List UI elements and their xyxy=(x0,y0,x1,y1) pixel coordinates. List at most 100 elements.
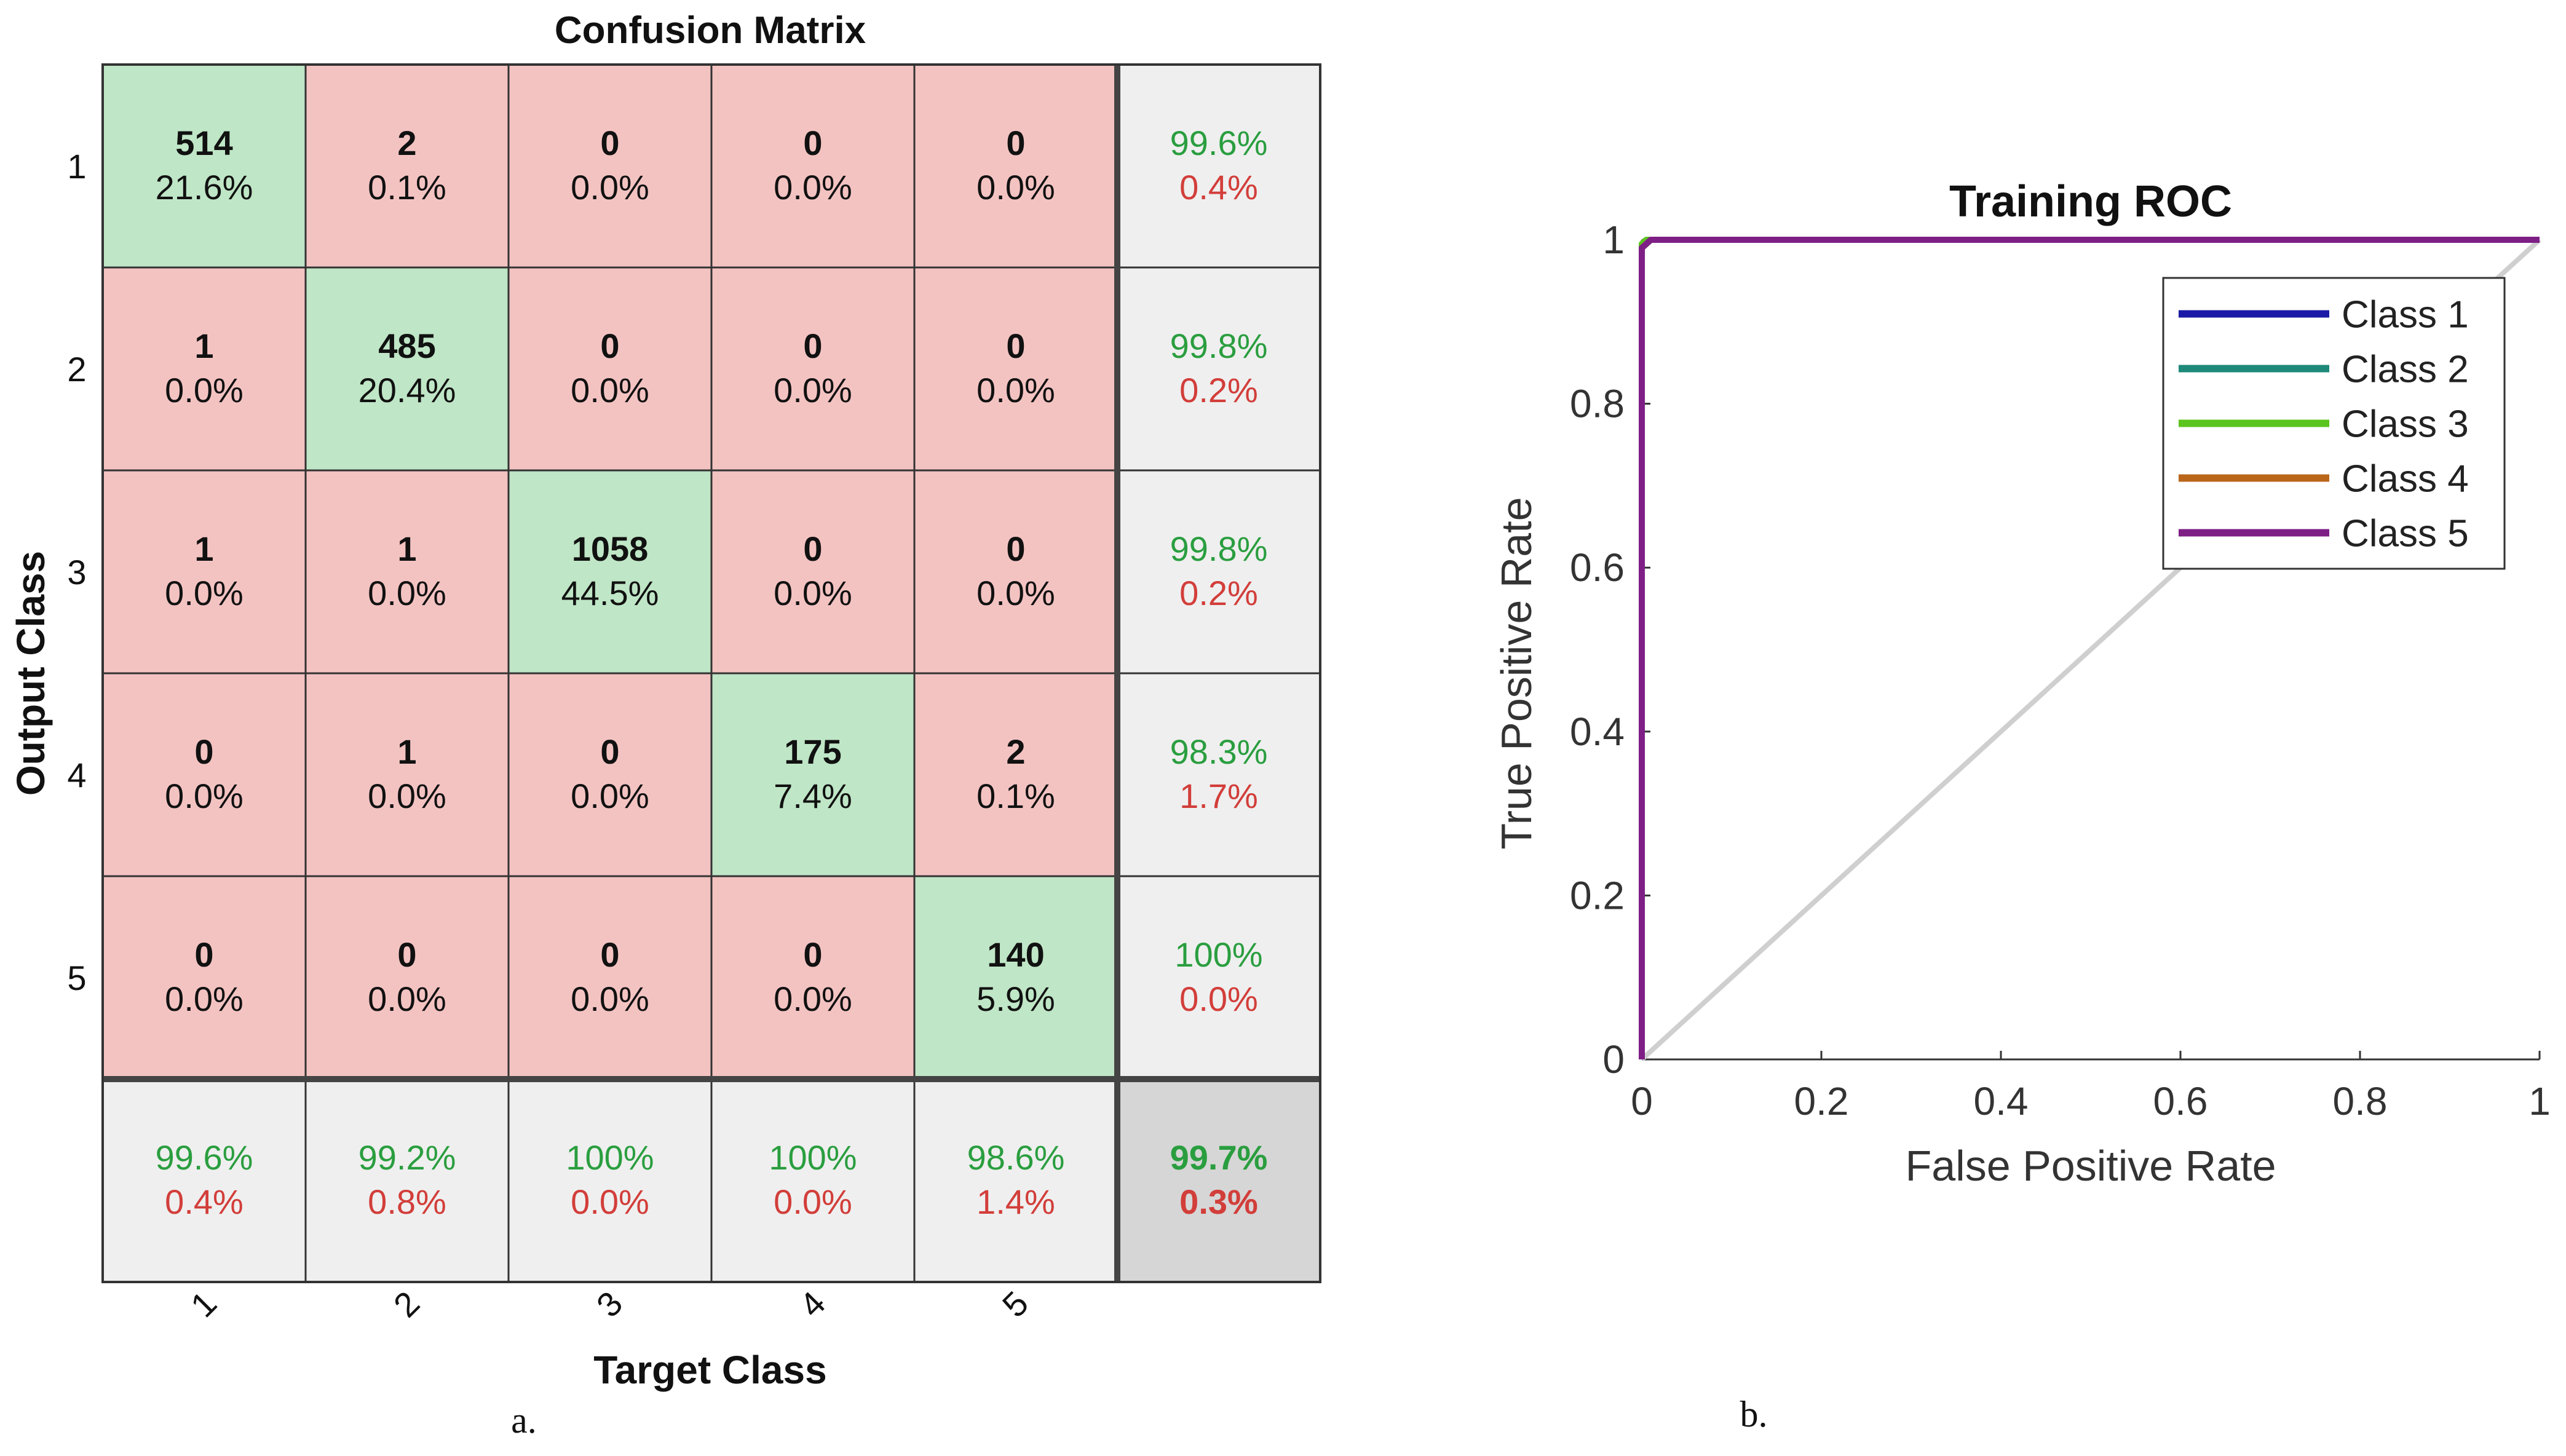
cm-row-summary-error: 0.2% xyxy=(1179,371,1258,410)
cm-cell-count: 0 xyxy=(803,326,822,365)
cm-col-summary-cell xyxy=(710,1078,916,1283)
cm-cell-percent: 0.0% xyxy=(774,979,852,1018)
cm-col-label: 1 xyxy=(183,1284,224,1325)
roc-ylabel: True Positive Rate xyxy=(1492,497,1540,849)
cm-cell xyxy=(304,469,510,675)
cm-cell-count: 0 xyxy=(1006,529,1025,568)
cm-col-summary-error: 0.4% xyxy=(165,1182,244,1221)
cm-cell-count: 2 xyxy=(1006,732,1025,771)
cm-cell xyxy=(507,672,713,877)
cm-cell-percent: 0.0% xyxy=(571,168,649,207)
cm-cell-percent: 44.5% xyxy=(561,574,659,612)
roc-legend-label: Class 5 xyxy=(2342,513,2469,555)
cm-cell-percent: 0.1% xyxy=(368,168,446,207)
cm-cell-count: 0 xyxy=(803,935,822,974)
cm-row-label: 4 xyxy=(67,756,86,794)
cm-cell xyxy=(507,469,713,675)
cm-col-summary-correct: 98.6% xyxy=(967,1138,1065,1177)
cm-cell xyxy=(913,875,1119,1080)
confusion-matrix: Confusion Matrix 51421.6%20.1%00.0%00.0%… xyxy=(9,9,1321,1392)
cm-row-summary-cell xyxy=(1116,672,1321,877)
cm-col-summary-cell xyxy=(101,1078,307,1283)
roc-chart: Training ROC 0 0.2 0.4 0.6 0.8 1 0 0.2 0.4 0.6 0.8… xyxy=(1492,177,2551,1190)
cm-row-label: 3 xyxy=(67,553,86,592)
cm-cell-count: 1 xyxy=(397,732,416,771)
cm-cell xyxy=(507,875,713,1080)
cm-cell-count: 175 xyxy=(784,732,841,771)
roc-y-tick-label: 0 xyxy=(1602,1037,1625,1082)
roc-x-tick-label: 1 xyxy=(2528,1079,2551,1123)
cm-cell xyxy=(913,266,1119,472)
cm-cell-count: 0 xyxy=(1006,326,1025,365)
cm-cell xyxy=(507,63,713,269)
cm-cell-percent: 0.0% xyxy=(774,574,852,612)
cm-row-summary-correct: 99.8% xyxy=(1170,529,1268,568)
cm-cell xyxy=(913,63,1119,269)
cm-cell-count: 514 xyxy=(175,124,232,162)
cm-row-label: 2 xyxy=(67,350,86,389)
cm-row-summary-error: 0.4% xyxy=(1179,168,1258,207)
cm-col-summary-cell xyxy=(304,1078,510,1283)
cm-cell-count: 140 xyxy=(987,935,1044,974)
roc-legend-label: Class 2 xyxy=(2342,349,2469,391)
cm-cell-count: 0 xyxy=(1006,124,1025,162)
cm-cell xyxy=(101,63,307,269)
cm-cell-percent: 0.0% xyxy=(165,979,244,1018)
roc-title: Training ROC xyxy=(1949,177,2232,226)
roc-legend-label: Class 3 xyxy=(2342,403,2469,446)
cm-cell-count: 0 xyxy=(803,124,822,162)
cm-cell xyxy=(101,875,307,1080)
cm-cell xyxy=(101,266,307,472)
roc-series-line xyxy=(1639,237,2540,1059)
cm-col-summary-correct: 100% xyxy=(566,1138,654,1177)
cm-cells: 51421.6%20.1%00.0%00.0%00.0%10.0%48520.4… xyxy=(67,63,1321,1325)
cm-cell-count: 0 xyxy=(600,124,619,162)
cm-cell-count: 0 xyxy=(600,732,619,771)
cm-row-summary-cell xyxy=(1116,63,1321,269)
cm-row-summary-correct: 98.3% xyxy=(1170,732,1268,771)
cm-cell xyxy=(913,469,1119,675)
cm-title: Confusion Matrix xyxy=(555,9,866,52)
cm-cell-count: 1 xyxy=(397,529,416,568)
cm-cell-count: 0 xyxy=(600,935,619,974)
cm-col-summary-cell xyxy=(913,1078,1119,1283)
cm-cell-percent: 0.0% xyxy=(368,777,446,815)
cm-row-summary-error: 1.7% xyxy=(1179,777,1258,815)
cm-row-summary-cell xyxy=(1116,266,1321,472)
cm-row-summary-correct: 99.6% xyxy=(1170,124,1268,162)
cm-cell xyxy=(710,63,916,269)
roc-x-tick-label: 0 xyxy=(1631,1079,1653,1123)
cm-col-summary-error: 0.0% xyxy=(571,1182,649,1221)
cm-col-label: 5 xyxy=(995,1284,1036,1325)
cm-cell-count: 0 xyxy=(803,529,822,568)
cm-cell-percent: 0.0% xyxy=(165,371,244,410)
cm-cell-percent: 0.0% xyxy=(165,777,244,815)
cm-col-summary-correct: 99.2% xyxy=(358,1138,456,1177)
cm-cell-percent: 21.6% xyxy=(156,168,253,207)
cm-cell xyxy=(101,672,307,877)
cm-row-summary-correct: 100% xyxy=(1174,935,1262,974)
cm-ylabel: Output Class xyxy=(9,551,53,796)
roc-y-tick-label: 0.2 xyxy=(1570,873,1625,917)
cm-cell-percent: 0.0% xyxy=(976,168,1055,207)
cm-col-summary-cell xyxy=(507,1078,713,1283)
cm-col-label: 4 xyxy=(792,1284,833,1325)
cm-col-summary-correct: 99.6% xyxy=(156,1138,253,1177)
cm-cell-percent: 0.0% xyxy=(976,574,1055,612)
cm-cell-percent: 20.4% xyxy=(358,371,456,410)
cm-cell xyxy=(304,875,510,1080)
cm-border xyxy=(101,63,1321,1283)
cm-cell xyxy=(507,266,713,472)
cm-cell-count: 0 xyxy=(397,935,416,974)
cm-row-label: 5 xyxy=(67,959,86,997)
cm-cell-count: 2 xyxy=(397,124,416,162)
cm-cell-percent: 7.4% xyxy=(774,777,852,815)
cm-cell-percent: 0.0% xyxy=(571,371,649,410)
cm-cell xyxy=(710,875,916,1080)
cm-cell-percent: 0.1% xyxy=(976,777,1055,815)
cm-total-error: 0.3% xyxy=(1179,1182,1258,1221)
cm-cell xyxy=(710,672,916,877)
cm-row-summary-correct: 99.8% xyxy=(1170,326,1268,365)
roc-legend: Class 1 Class 2 Class 3 Class 4 Class 5 xyxy=(2162,277,2506,570)
